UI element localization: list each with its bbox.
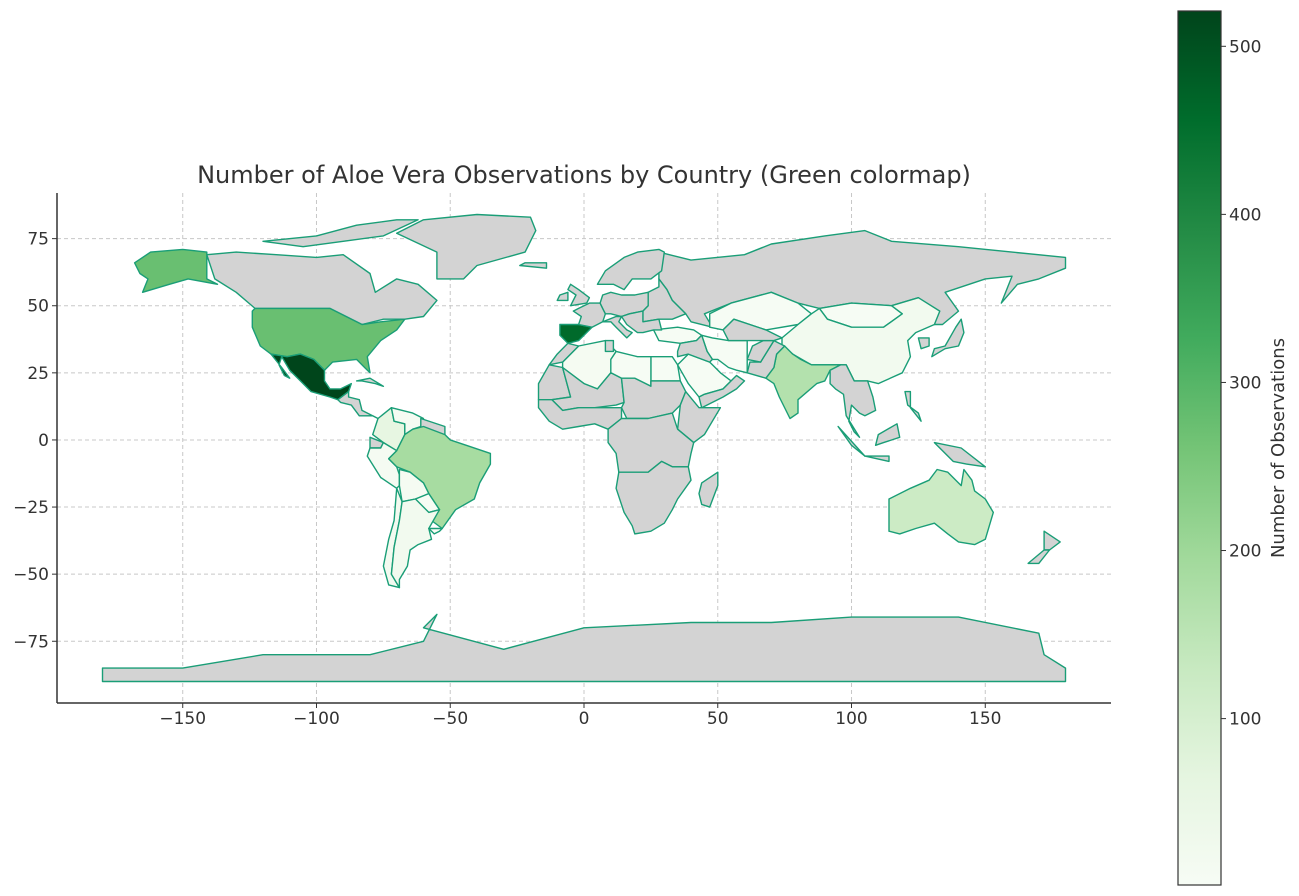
- country-ireland: [556, 291, 569, 302]
- country-southern-africa: [615, 460, 692, 535]
- y-tick-label: −50: [13, 565, 49, 585]
- colorbar-tick-label: 500: [1229, 37, 1261, 57]
- country-new-guinea: [933, 441, 986, 468]
- x-tick-label: −150: [159, 709, 206, 729]
- x-tick-label: 50: [707, 709, 729, 729]
- country-tunisia: [604, 339, 615, 353]
- x-tick-labels: −150 −100 −50 0 50 100 150: [159, 703, 1001, 729]
- country-chad-sudan: [620, 377, 687, 420]
- y-tick-label: −25: [13, 498, 49, 518]
- country-japan: [931, 318, 965, 358]
- country-iceland: [519, 262, 548, 269]
- country-central-america: [337, 390, 379, 420]
- country-egypt: [650, 356, 681, 382]
- country-cuba: [355, 377, 385, 387]
- country-canada: [262, 219, 419, 248]
- country-new-zealand: [1027, 549, 1051, 565]
- country-uruguay: [428, 527, 443, 535]
- y-tick-label: 50: [27, 297, 49, 317]
- x-tick-label: 0: [579, 709, 590, 729]
- country-russia: [658, 229, 1067, 328]
- colorbar-ticks: 100 200 300 400 500: [1221, 37, 1261, 730]
- colorbar-gradient: [1177, 10, 1222, 886]
- country-united-kingdom: [567, 283, 591, 307]
- map-title: Number of Aloe Vera Observations by Coun…: [197, 161, 971, 189]
- country-western-europe: [572, 302, 607, 328]
- country-new-zealand: [1043, 530, 1061, 551]
- y-tick-label: −75: [13, 632, 49, 652]
- country-philippines: [904, 390, 922, 422]
- country-antarctica: [101, 613, 1067, 683]
- colorbar-tick-label: 200: [1229, 542, 1261, 562]
- country-argentina: [390, 498, 441, 589]
- country-korea: [917, 337, 930, 350]
- country-pakistan: [746, 339, 786, 379]
- colorbar: 100 200 300 400 500 Number of Observations: [1177, 10, 1289, 886]
- country-central-africa: [607, 412, 695, 473]
- country-morocco: [548, 342, 580, 366]
- y-tick-label: 25: [27, 364, 49, 384]
- country-central-asia: [722, 318, 783, 342]
- country-spain: [559, 323, 593, 344]
- country-greenland: [396, 213, 537, 280]
- y-tick-label: 75: [27, 230, 49, 250]
- country-levant-iraq: [676, 334, 714, 363]
- x-tick-label: 150: [969, 709, 1001, 729]
- x-tick-label: −50: [432, 709, 468, 729]
- country-indonesia: [864, 455, 890, 463]
- colorbar-tick-label: 100: [1229, 710, 1261, 730]
- country-australia: [888, 468, 994, 546]
- colorbar-tick-label: 300: [1229, 373, 1261, 393]
- country-indonesia: [837, 425, 866, 457]
- country-italy: [602, 315, 633, 339]
- country-madagascar: [698, 471, 719, 508]
- country-southeast-asia: [829, 364, 877, 438]
- country-yemen-oman: [698, 374, 746, 409]
- colorbar-label: Number of Observations: [1268, 338, 1289, 558]
- country-indonesia: [874, 423, 901, 446]
- country-peru: [366, 441, 401, 489]
- x-tick-label: 100: [835, 709, 867, 729]
- map-land: [101, 213, 1067, 683]
- country-scandinavia: [596, 248, 665, 291]
- y-tick-label: 0: [38, 431, 49, 451]
- country-united-states: [133, 248, 219, 293]
- y-tick-labels: 75 50 25 0 −25 −50 −75: [13, 230, 57, 652]
- x-tick-label: −100: [293, 709, 340, 729]
- colorbar-tick-label: 400: [1229, 205, 1261, 225]
- country-balkans: [620, 310, 663, 334]
